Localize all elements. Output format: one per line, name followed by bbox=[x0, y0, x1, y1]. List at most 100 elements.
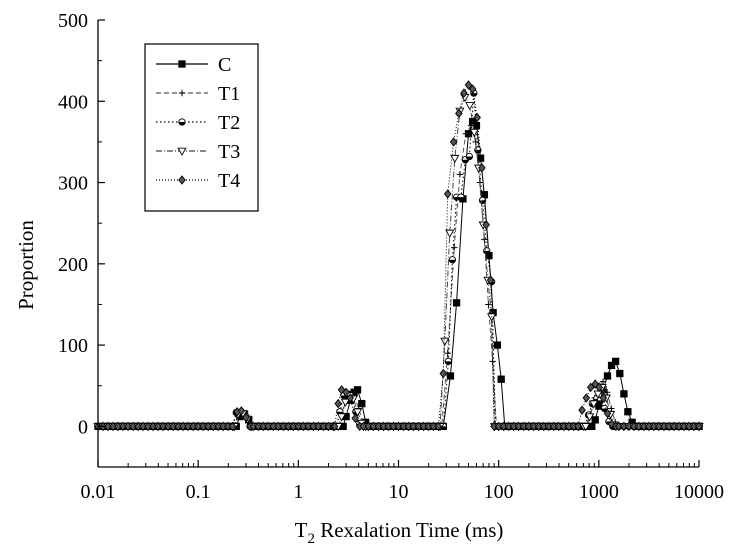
data-point bbox=[259, 421, 268, 432]
data-point bbox=[591, 379, 599, 389]
data-point bbox=[451, 244, 458, 251]
data-point bbox=[640, 421, 648, 432]
y-tick-label: 300 bbox=[58, 173, 88, 195]
data-point bbox=[457, 193, 465, 201]
data-point bbox=[178, 118, 186, 126]
data-point bbox=[603, 389, 611, 396]
data-point bbox=[414, 421, 423, 432]
data-point bbox=[529, 421, 538, 432]
data-point bbox=[199, 421, 207, 432]
data-point bbox=[468, 84, 477, 94]
data-point bbox=[455, 108, 463, 119]
data-point bbox=[460, 88, 468, 98]
data-point bbox=[364, 421, 373, 432]
data-point bbox=[650, 421, 658, 432]
data-point bbox=[129, 421, 137, 432]
data-point bbox=[595, 382, 604, 393]
data-point bbox=[369, 421, 378, 432]
data-point bbox=[249, 421, 258, 432]
data-point bbox=[359, 421, 368, 432]
data-point bbox=[464, 80, 473, 90]
data-point bbox=[574, 421, 582, 432]
data-point bbox=[645, 421, 653, 432]
data-point bbox=[465, 102, 475, 111]
data-point bbox=[452, 299, 461, 307]
data-point bbox=[178, 175, 186, 185]
data-point bbox=[600, 404, 609, 413]
data-point bbox=[352, 408, 363, 417]
data-point bbox=[124, 421, 132, 432]
data-point bbox=[607, 361, 616, 370]
data-point bbox=[603, 408, 612, 419]
data-point bbox=[237, 406, 246, 416]
data-point bbox=[177, 147, 187, 156]
data-point bbox=[585, 413, 595, 422]
x-tick-label: 10 bbox=[389, 481, 409, 503]
data-point bbox=[174, 421, 182, 432]
y-tick-label: 0 bbox=[78, 416, 88, 438]
data-point bbox=[695, 421, 703, 432]
data-point bbox=[483, 247, 491, 255]
data-point bbox=[109, 421, 117, 432]
data-point bbox=[254, 421, 263, 432]
data-point bbox=[358, 399, 366, 408]
data-point bbox=[660, 421, 668, 432]
data-point bbox=[144, 421, 152, 432]
legend-item-t2: T2 bbox=[156, 112, 240, 134]
data-point bbox=[324, 421, 333, 432]
legend-label: T1 bbox=[218, 83, 240, 105]
data-point bbox=[269, 421, 278, 432]
data-point bbox=[204, 421, 212, 432]
data-point bbox=[519, 421, 528, 432]
data-point bbox=[194, 421, 202, 432]
data-point bbox=[456, 171, 464, 178]
data-point bbox=[399, 421, 408, 432]
data-point bbox=[264, 421, 273, 432]
data-point bbox=[494, 421, 503, 432]
data-point-fill bbox=[597, 400, 604, 404]
data-point bbox=[419, 421, 428, 432]
data-point bbox=[690, 421, 698, 432]
data-point bbox=[593, 390, 603, 399]
data-point bbox=[599, 378, 607, 385]
legend-item-c: C bbox=[156, 54, 231, 76]
data-point bbox=[440, 337, 450, 346]
data-point bbox=[319, 421, 328, 432]
data-point bbox=[340, 398, 350, 407]
data-point bbox=[289, 421, 298, 432]
data-point bbox=[104, 421, 112, 432]
data-point bbox=[279, 421, 288, 432]
data-point bbox=[655, 421, 663, 432]
y-tick-label: 100 bbox=[58, 335, 88, 357]
data-point bbox=[635, 421, 643, 432]
data-point bbox=[565, 421, 573, 432]
data-point bbox=[404, 421, 413, 432]
data-point bbox=[189, 421, 197, 432]
data-point bbox=[473, 112, 481, 123]
data-point-fill bbox=[178, 122, 186, 126]
data-point-fill bbox=[470, 93, 478, 97]
data-point bbox=[524, 421, 533, 432]
data-point bbox=[625, 421, 633, 432]
x-tick-label: 0.01 bbox=[81, 481, 116, 503]
data-point bbox=[228, 421, 237, 432]
x-tick-label: 0.1 bbox=[186, 481, 211, 503]
data-point bbox=[539, 421, 548, 432]
data-point bbox=[509, 421, 518, 432]
data-point bbox=[624, 408, 632, 416]
data-point bbox=[209, 421, 217, 432]
x-tick-label: 1 bbox=[293, 481, 303, 503]
data-point bbox=[450, 154, 460, 164]
y-tick-label: 400 bbox=[58, 91, 88, 113]
data-point bbox=[424, 421, 433, 432]
data-point bbox=[486, 275, 495, 285]
data-point-fill bbox=[449, 259, 456, 263]
data-point bbox=[514, 421, 523, 432]
data-point bbox=[114, 421, 122, 432]
data-point bbox=[591, 416, 599, 424]
data-point-fill bbox=[462, 159, 469, 163]
data-point bbox=[184, 421, 192, 432]
data-point bbox=[384, 421, 393, 432]
data-point bbox=[589, 400, 599, 409]
